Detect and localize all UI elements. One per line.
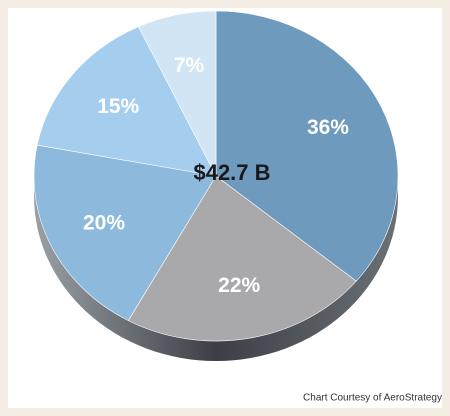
center-label: $42.7 B (193, 160, 270, 185)
data-label: 15% (97, 95, 139, 118)
data-label: 7% (174, 54, 205, 77)
data-label: 20% (83, 211, 125, 234)
source: Chart Courtesy of AeroStrategy (303, 393, 442, 404)
pie-slice (36, 26, 217, 177)
pie-slice (33, 144, 217, 321)
pie-slice (215, 10, 399, 282)
pie-slice (127, 175, 357, 342)
pie-slice (138, 10, 217, 177)
data-label: 36% (307, 116, 349, 139)
data-label: 22% (218, 274, 260, 297)
